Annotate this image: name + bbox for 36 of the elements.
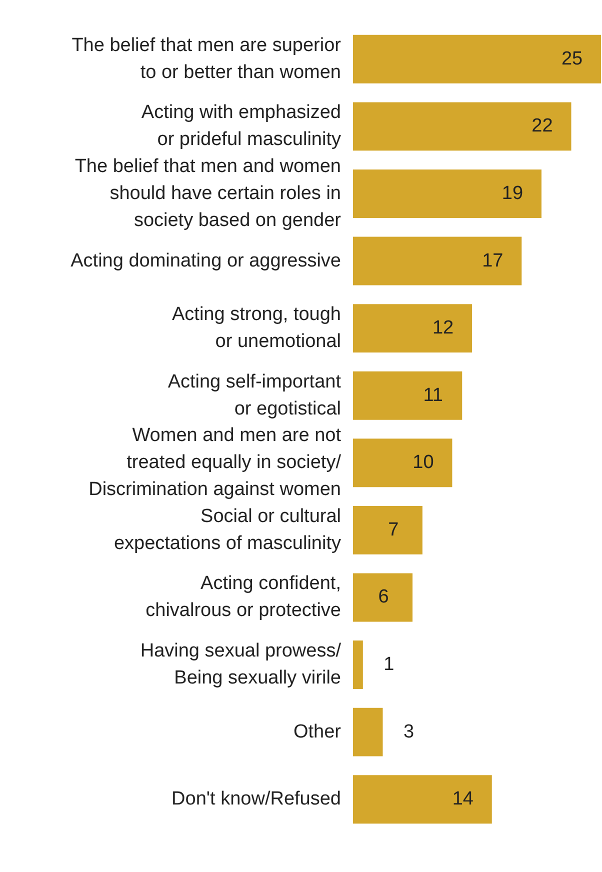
bar <box>353 506 422 554</box>
y-tick-label: Acting self-important or egotistical <box>168 371 342 420</box>
bar <box>353 371 462 420</box>
bar <box>353 775 492 824</box>
data-label: 25 <box>561 48 583 70</box>
y-tick-label: Acting dominating or aggressive <box>70 250 341 272</box>
y-tick-label: Acting with emphasized or prideful masculinity <box>141 102 342 150</box>
bar <box>353 170 542 218</box>
data-label: 11 <box>423 384 443 406</box>
data-label: 3 <box>403 721 414 742</box>
bar <box>353 304 472 353</box>
data-label: 10 <box>412 452 434 474</box>
data-label: 19 <box>502 182 524 204</box>
y-tick-label: The belief that men and women should have certain roles in society based on gender <box>74 156 342 231</box>
bar <box>353 102 572 151</box>
y-tick-label: Acting strong, tough or unemotional <box>172 304 341 352</box>
y-tick-label: Women and men are not treated equally in society/ Discrimination against women <box>88 425 342 500</box>
bar <box>353 438 452 488</box>
y-tick-label: Social or cultural expectations of masculinity <box>114 506 342 554</box>
data-label: 12 <box>432 318 454 339</box>
y-tick-label: Acting confident, chivalrous or protective <box>146 573 341 622</box>
data-label: 22 <box>532 116 553 137</box>
data-label: 6 <box>378 586 389 608</box>
y-tick-label: Don't know/Refused <box>172 788 341 810</box>
bar <box>353 708 383 756</box>
data-label: 14 <box>452 788 474 810</box>
y-tick-label: Other <box>293 721 342 742</box>
bar <box>353 640 363 690</box>
data-label: 7 <box>388 519 399 540</box>
data-label: 1 <box>384 654 394 676</box>
y-tick-label: Having sexual prowess/ Being sexually virile <box>140 640 342 689</box>
data-label: 17 <box>482 250 504 272</box>
bar <box>353 573 413 622</box>
bar <box>353 236 522 286</box>
y-tick-label: The belief that men are superior to or better than women <box>72 34 342 83</box>
bar <box>353 34 601 84</box>
